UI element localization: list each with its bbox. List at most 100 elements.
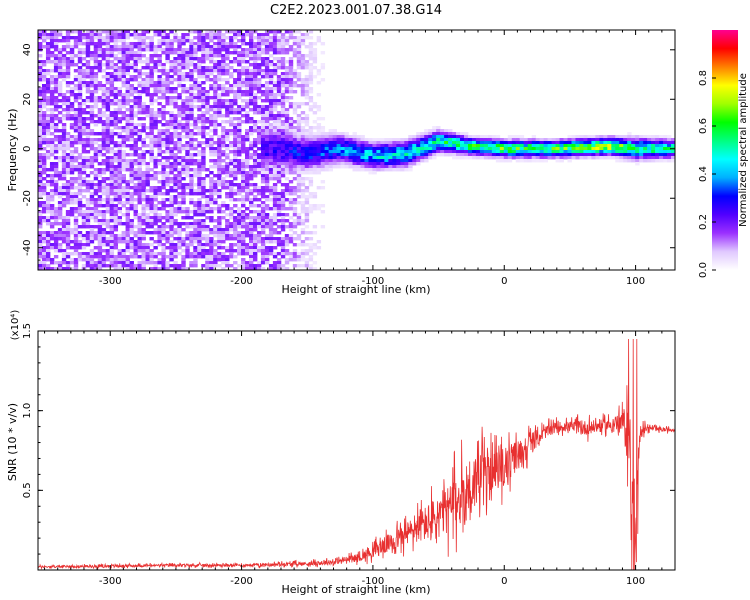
spectrogram-cell: [360, 153, 365, 157]
spectrogram-cell: [599, 141, 604, 145]
spectrogram-cell: [97, 30, 103, 34]
spectrogram-cell: [595, 147, 600, 151]
spectrogram-cell: [173, 165, 178, 169]
spectrogram-cell: [133, 123, 138, 127]
spectrogram-cell: [65, 36, 71, 40]
spectrogram-cell: [272, 231, 278, 235]
spectrogram-cell: [137, 90, 142, 94]
spectrogram-cell: [133, 30, 138, 34]
spectrogram-cell: [252, 258, 258, 262]
spectrogram-cell: [201, 237, 206, 241]
spectrogram-cell: [109, 240, 115, 244]
spectrogram-cell: [280, 195, 286, 199]
spectrogram-cell: [245, 99, 250, 103]
spectrogram-cell: [213, 81, 218, 85]
spectrogram-cell: [543, 147, 548, 151]
spectrogram-cell: [181, 84, 186, 88]
spectrogram-cell: [217, 264, 222, 268]
spectrogram-cell: [173, 153, 178, 157]
spectrogram-cell: [256, 198, 262, 202]
spectrogram-cell: [201, 210, 206, 214]
spectrogram-cell: [296, 264, 302, 268]
spectrogram-cell: [101, 93, 107, 97]
spectrogram-cell: [320, 147, 326, 151]
spectrogram-cell: [296, 174, 302, 178]
spectrogram-cell: [256, 132, 262, 136]
spectrogram-cell: [49, 180, 55, 184]
spectrogram-cell: [408, 135, 413, 139]
spectrogram-cell: [113, 45, 119, 49]
spectrogram-cell: [161, 81, 166, 85]
spectrogram-cell: [531, 150, 537, 154]
spectrogram-cell: [157, 147, 162, 151]
spectrogram-cell: [69, 105, 75, 109]
spectrogram-cell: [61, 141, 67, 145]
spectrogram-cell: [205, 264, 210, 268]
spectrogram-cell: [61, 231, 67, 235]
spectrogram-cell: [229, 120, 234, 124]
spectrogram-cell: [53, 222, 59, 226]
spectrogram-cell: [129, 84, 134, 88]
spectrogram-cell: [264, 249, 270, 253]
spectrogram-cell: [117, 198, 123, 202]
spectrogram-cell: [145, 216, 150, 220]
spectrogram-cell: [221, 78, 226, 82]
spectrogram-cell: [117, 255, 123, 259]
spectrogram-cell: [77, 243, 83, 247]
spectrogram-cell: [233, 219, 238, 223]
spectrogram-cell: [38, 90, 43, 94]
spectrogram-cell: [304, 87, 310, 91]
spectrogram-cell: [49, 123, 55, 127]
spectrogram-cell: [77, 75, 83, 79]
spectrogram-cell: [137, 237, 142, 241]
spectrogram-cell: [276, 48, 282, 52]
spectrogram-cell: [169, 249, 174, 253]
spectrogram-cell: [308, 150, 314, 154]
spectrogram-cell: [213, 105, 218, 109]
spectrogram-cell: [284, 186, 290, 190]
spectrogram-cell: [252, 249, 258, 253]
spectrogram-cell: [304, 96, 310, 100]
spectrogram-cell: [41, 105, 47, 109]
spectrogram-cell: [217, 36, 222, 40]
spectrogram-cell: [65, 246, 71, 250]
spectrogram-cell: [181, 189, 186, 193]
spectrogram-cell: [575, 141, 580, 145]
spectrogram-cell: [105, 201, 111, 205]
spectrogram-cell: [308, 69, 314, 73]
spectrogram-cell: [125, 243, 130, 247]
spectrogram-cell: [201, 255, 206, 259]
spectrogram-cell: [217, 255, 222, 259]
spectrogram-cell: [241, 162, 246, 166]
spectrogram-cell: [304, 45, 310, 49]
spectrogram-cell: [201, 225, 206, 229]
spectrogram-cell: [452, 132, 457, 136]
spectrogram-cell: [49, 207, 55, 211]
spectrogram-cell: [559, 141, 564, 145]
spectrogram-cell: [241, 171, 246, 175]
spectrogram-cell: [205, 33, 210, 37]
spectrogram-cell: [229, 45, 234, 49]
spectrogram-cell: [245, 87, 250, 91]
spectrogram-cell: [53, 42, 59, 46]
spectrogram-cell: [225, 249, 230, 253]
spectrogram-cell: [237, 171, 242, 175]
spectrogram-cell: [555, 153, 560, 157]
spectrogram-cell: [475, 144, 481, 148]
spectrogram-cell: [49, 36, 55, 40]
spectrogram-cell: [225, 246, 230, 250]
spectrogram-cell: [292, 75, 298, 79]
spectrogram-cell: [364, 144, 369, 148]
spectrogram-cell: [77, 51, 83, 55]
spectrogram-cell: [252, 228, 258, 232]
spectrogram-cell: [41, 231, 47, 235]
spectrogram-cell: [249, 132, 254, 136]
spectrogram-cell: [436, 153, 441, 157]
spectrogram-cell: [205, 240, 210, 244]
spectrogram-cell: [197, 105, 202, 109]
spectrogram-cell: [45, 84, 51, 88]
spectrogram-cell: [284, 261, 290, 265]
spectrogram-cell: [535, 147, 541, 151]
spectrogram-cell: [217, 210, 222, 214]
spectrogram-cell: [145, 90, 150, 94]
